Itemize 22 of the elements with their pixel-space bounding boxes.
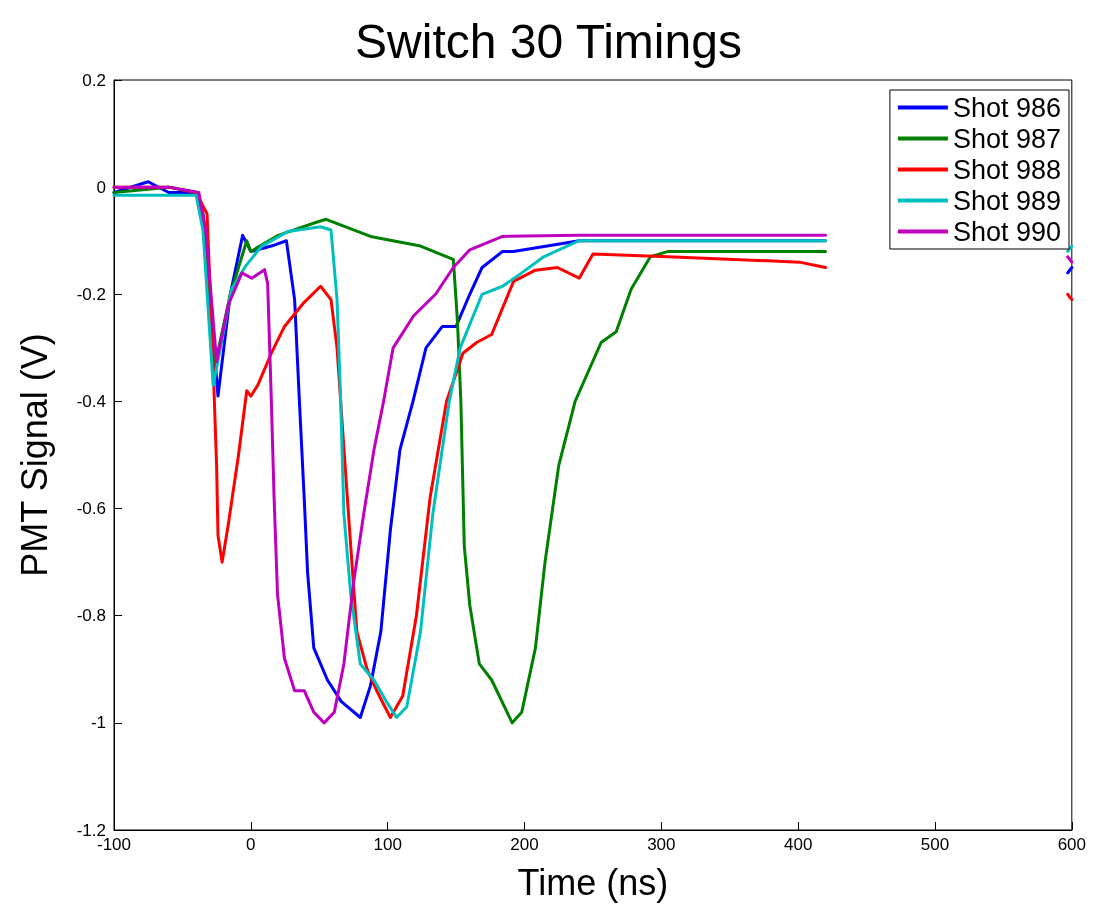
y-tick-label: -0.4 [76,391,106,411]
x-tick-label: 200 [510,835,539,854]
legend-label: Shot 987 [952,123,1061,154]
x-tick-label: 500 [920,835,950,854]
y-tick-label: -0.2 [76,284,106,304]
x-tick-label: 100 [373,835,402,854]
x-tick-label: 400 [783,835,813,854]
y-tick-label: -0.8 [76,606,106,626]
y-axis-title: PMT Signal (V) [13,333,55,577]
legend-label: Shot 989 [952,185,1061,216]
y-tick-label: 0 [96,177,106,197]
x-axis-title: Time (ns) [517,861,669,903]
y-tick-label: 0.2 [82,70,106,90]
x-tick-label: 600 [1057,835,1087,854]
legend-label: Shot 990 [952,216,1061,247]
x-tick-label: 300 [647,835,676,854]
y-tick-label: -0.6 [76,499,106,519]
chart-title: Switch 30 Timings [355,14,742,68]
y-tick-label: -1 [90,713,106,733]
legend-label: Shot 988 [952,154,1061,185]
legend-label: Shot 986 [952,92,1061,123]
x-tick-label: 0 [246,835,256,854]
